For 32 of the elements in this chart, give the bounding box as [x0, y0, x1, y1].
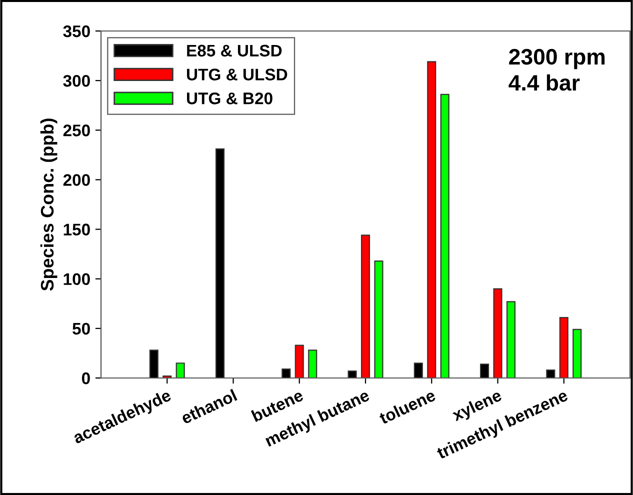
legend-label: UTG & B20 [187, 92, 272, 104]
bar [282, 368, 291, 378]
bar [572, 328, 582, 378]
bar [149, 350, 158, 378]
bar [414, 362, 423, 378]
bar [546, 370, 556, 378]
bar [493, 288, 502, 378]
y-tick-label: 350 [63, 25, 90, 38]
bar [294, 344, 304, 378]
y-axis-title: Species Conc. (ppb) [40, 118, 58, 291]
bar [559, 316, 568, 378]
y-tick-label: 0 [82, 372, 90, 384]
bar [427, 61, 436, 378]
bar [374, 260, 384, 378]
bar [308, 350, 318, 378]
y-tick-label: 250 [63, 124, 90, 136]
bar [506, 301, 516, 378]
bar [440, 94, 450, 378]
y-tick-label: 150 [64, 224, 90, 236]
bar [216, 148, 225, 378]
y-tick-label: 100 [64, 273, 90, 286]
bar [480, 364, 490, 378]
annotation: 2300 rpm [509, 48, 605, 70]
y-tick-label: 300 [63, 74, 90, 87]
legend-label: E85 & ULSD [187, 44, 282, 57]
bar [348, 370, 357, 378]
annotation: 4.4 bar [508, 74, 580, 91]
legend-label: UTG & ULSD [187, 68, 288, 80]
y-tick-label: 200 [63, 174, 90, 186]
bar [176, 362, 185, 378]
y-tick-label: 50 [72, 322, 90, 335]
bar [360, 234, 370, 378]
